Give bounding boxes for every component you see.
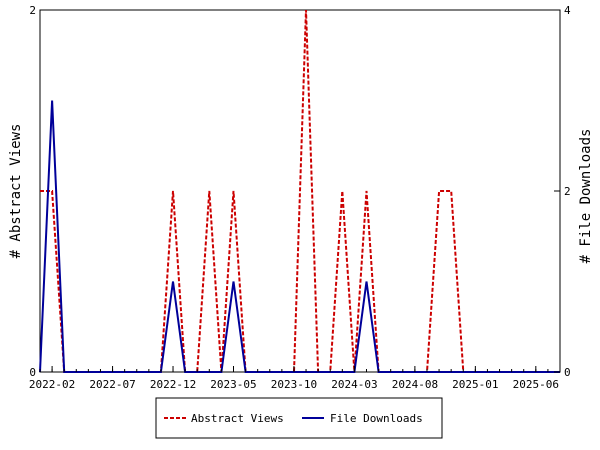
series-line-abstract-views (40, 9, 560, 373)
x-tick-label: 2023-10 (271, 378, 317, 391)
x-axis: 2022-02 2022-07 2022-12 2023-05 2023-10 2024-… (29, 366, 561, 391)
legend-box (155, 397, 443, 439)
x-tick-label: 2022-12 (150, 378, 196, 391)
legend: Abstract Views File Downloads (155, 397, 443, 439)
x-tick-label: 2024-03 (331, 378, 377, 391)
y-axis-left-title: # Abstract Views (8, 124, 24, 259)
y-axis-right: 0 2 4 (554, 4, 571, 379)
legend-label-abstract-views: Abstract Views (191, 412, 284, 425)
x-tick-label: 2023-05 (210, 378, 256, 391)
legend-label-file-downloads: File Downloads (330, 412, 423, 425)
y-axis-left: 02 (29, 4, 46, 379)
x-tick-label: 2025-06 (513, 378, 559, 391)
y-right-tick-label: 0 (564, 366, 571, 379)
y-left-tick-label: 0 (29, 366, 36, 379)
x-tick-label: 2024-08 (392, 378, 438, 391)
x-tick-label: 2022-07 (89, 378, 135, 391)
series-layer (39, 9, 560, 373)
y-right-tick-label: 2 (564, 185, 571, 198)
y-axis-right-title: # File Downloads (578, 129, 594, 264)
series-line-file-downloads (39, 100, 560, 373)
y-right-tick-label: 4 (564, 4, 571, 17)
y-left-tick-label: 2 (29, 4, 36, 17)
x-tick-label: 2025-01 (452, 378, 498, 391)
x-tick-label: 2022-02 (29, 378, 75, 391)
